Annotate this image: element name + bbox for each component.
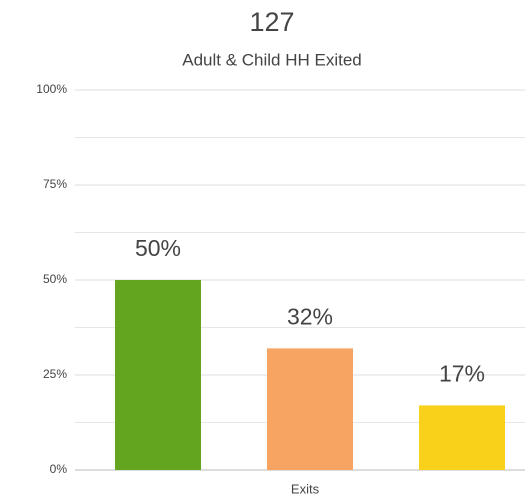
value-label: 17% [439,360,485,386]
bar [419,405,505,470]
y-tick-label: 25% [43,367,67,381]
bar [115,280,201,470]
x-tick-label: Exits [291,481,320,496]
chart-subtitle: Adult & Child HH Exited [182,50,362,69]
value-label: 50% [135,235,181,261]
y-tick-label: 75% [43,177,67,191]
value-label: 32% [287,303,333,329]
y-tick-label: 0% [50,462,68,476]
bar [267,348,353,470]
y-tick-label: 100% [36,82,67,96]
chart-title: 127 [249,7,294,37]
y-tick-label: 50% [43,272,67,286]
